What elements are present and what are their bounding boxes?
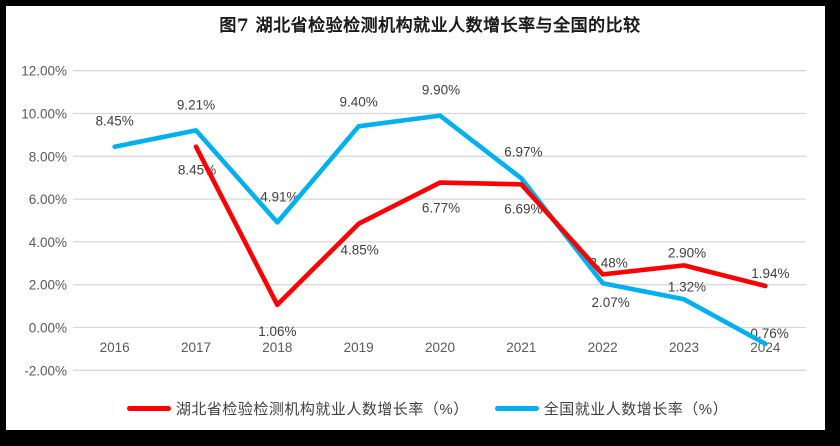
x-axis-label: 2016 bbox=[100, 340, 130, 355]
data-label: 6.97% bbox=[504, 144, 542, 159]
y-tick-label: 6.00% bbox=[29, 192, 67, 207]
data-label: 4.85% bbox=[341, 243, 379, 258]
data-label: 9.90% bbox=[422, 83, 460, 98]
y-tick-label: -2.00% bbox=[24, 363, 67, 378]
data-label: 2.48% bbox=[590, 255, 628, 270]
legend-marker-hubei-line bbox=[126, 405, 171, 411]
x-axis-label: 2018 bbox=[262, 340, 292, 355]
data-label: 1.94% bbox=[751, 266, 789, 281]
x-axis-label: 2023 bbox=[669, 340, 699, 355]
data-label: 2.07% bbox=[592, 295, 630, 310]
data-label: 4.91% bbox=[260, 189, 298, 204]
series-line bbox=[112, 113, 768, 347]
y-tick-label: 10.00% bbox=[21, 107, 67, 122]
data-label: 9.40% bbox=[340, 94, 378, 109]
data-label: 1.32% bbox=[668, 279, 706, 294]
chart-title: 图7 湖北省检验检测机构就业人数增长率与全国的比较 bbox=[219, 16, 641, 36]
data-label: 2.90% bbox=[668, 245, 706, 260]
y-tick-label: 0.00% bbox=[29, 321, 67, 336]
x-axis-label: 2019 bbox=[344, 340, 374, 355]
data-label: 6.69% bbox=[504, 201, 542, 216]
y-tick-label: 2.00% bbox=[29, 278, 67, 293]
legend-label-hubei: 湖北省检验检测机构就业人数增长率（%） bbox=[175, 400, 469, 418]
y-tick-label: 12.00% bbox=[21, 64, 67, 79]
x-axis-label: 2024 bbox=[750, 340, 781, 355]
x-axis-label: 2021 bbox=[506, 340, 536, 355]
x-axis-label: 2020 bbox=[425, 340, 455, 355]
data-label: 8.45% bbox=[96, 114, 134, 129]
series-line bbox=[193, 144, 768, 308]
data-label: 6.77% bbox=[422, 201, 460, 216]
legend-item-national: 全国就业人数增长率（%） bbox=[494, 398, 729, 419]
legend-item-hubei: 湖北省检验检测机构就业人数增长率（%） bbox=[126, 398, 469, 419]
data-label: 1.06% bbox=[258, 324, 296, 339]
x-axis-label: 2022 bbox=[588, 340, 618, 355]
x-axis-label: 2017 bbox=[181, 340, 211, 355]
chart-legend: 湖北省检验检测机构就业人数增长率（%） 全国就业人数增长率（%） bbox=[30, 396, 825, 420]
y-tick-label: 8.00% bbox=[29, 149, 67, 164]
data-label: 9.21% bbox=[177, 97, 215, 112]
legend-label-national: 全国就业人数增长率（%） bbox=[543, 400, 729, 418]
y-tick-label: 4.00% bbox=[29, 235, 67, 250]
legend-marker-national-line bbox=[494, 405, 539, 411]
